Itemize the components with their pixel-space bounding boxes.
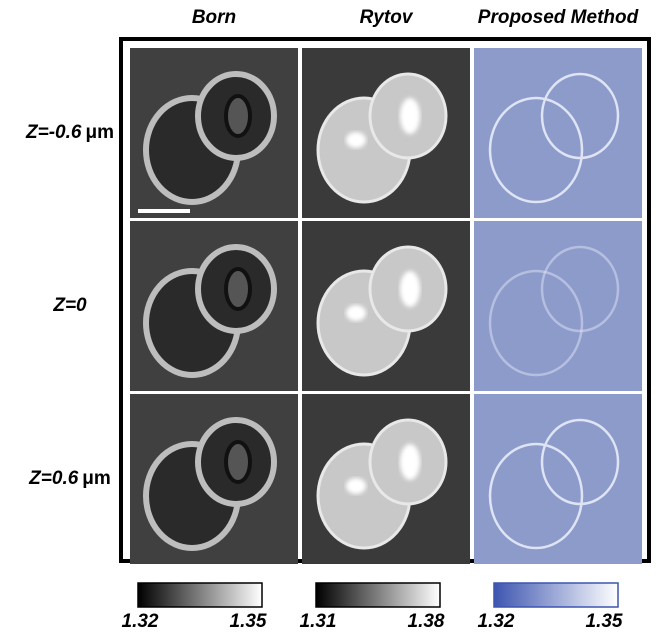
- image-panel: [130, 221, 298, 391]
- nucleus: [224, 440, 252, 484]
- cell: [540, 72, 620, 160]
- cell: [488, 269, 584, 377]
- bright-region: [346, 305, 366, 321]
- colorbar: [493, 582, 619, 608]
- image-panel: [302, 221, 470, 391]
- image-panel: [130, 394, 298, 564]
- nucleus: [224, 267, 252, 311]
- image-panel: [474, 48, 642, 218]
- colorbar: [315, 582, 441, 608]
- image-panel: [302, 48, 470, 218]
- z-value: Z=0: [52, 295, 87, 316]
- bright-region: [400, 98, 420, 134]
- z-value: Z=-0.6: [25, 122, 82, 143]
- image-background: [474, 394, 642, 564]
- colorbar-min-label: 1.32: [478, 611, 515, 632]
- colorbar-max-label: 1.35: [586, 611, 623, 632]
- bright-region: [346, 132, 366, 148]
- colorbar: [137, 582, 263, 608]
- column-header: Proposed Method: [478, 7, 639, 28]
- bright-region: [400, 271, 420, 307]
- z-value: Z=0.6: [28, 468, 79, 489]
- image-panel: [302, 394, 470, 564]
- bright-region: [400, 444, 420, 480]
- colorbar-min-label: 1.32: [122, 611, 159, 632]
- bright-region: [346, 478, 366, 494]
- colorbar-min-label: 1.31: [300, 611, 337, 632]
- row-label: Z=0.6 μm: [28, 468, 111, 489]
- row-label: Z=-0.6 μm: [25, 122, 114, 143]
- image-background: [474, 48, 642, 218]
- cell: [540, 245, 620, 333]
- column-header: Rytov: [360, 7, 414, 28]
- cell: [488, 442, 584, 550]
- colorbar-max-label: 1.35: [230, 611, 267, 632]
- image-panel: [474, 394, 642, 564]
- cell: [540, 418, 620, 506]
- image-panel: [130, 48, 298, 218]
- scale-bar: [138, 209, 190, 213]
- image-panel: [474, 221, 642, 391]
- unit: μm: [82, 468, 111, 489]
- colorbar-max-label: 1.38: [408, 611, 445, 632]
- unit: μm: [85, 122, 114, 143]
- image-background: [474, 221, 642, 391]
- column-header: Born: [192, 7, 236, 28]
- row-label: Z=0: [52, 295, 87, 316]
- nucleus: [224, 94, 252, 138]
- cell: [488, 96, 584, 204]
